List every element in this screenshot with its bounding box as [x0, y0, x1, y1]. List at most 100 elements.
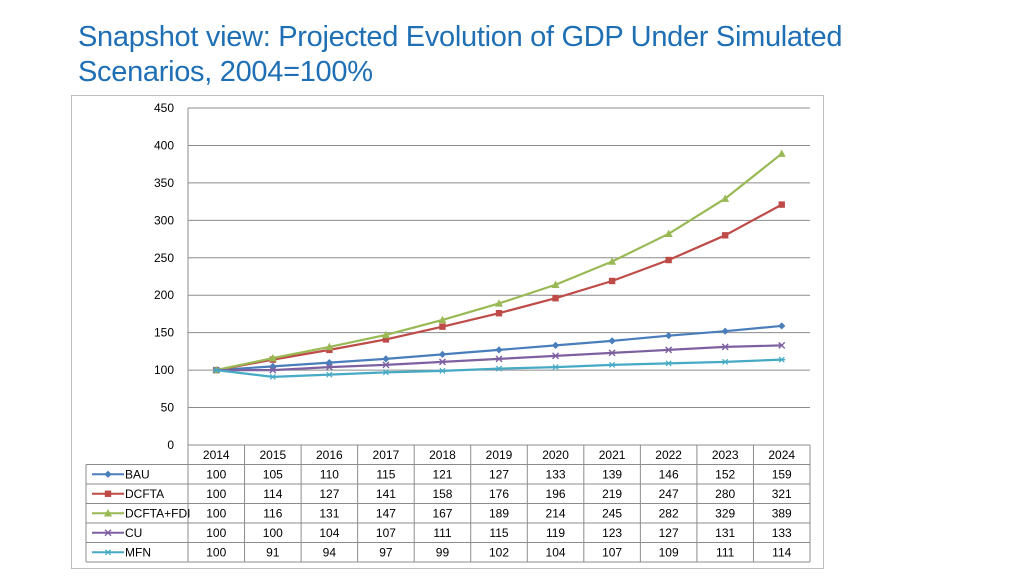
- legend-key-marker: [104, 549, 112, 556]
- chart-frame: 0 50 100 150 200 250 300 350 400 450 2014 2015 2016…: [71, 95, 824, 569]
- data-label: 123: [602, 526, 622, 540]
- data-label: 111: [433, 526, 452, 540]
- data-label: 127: [319, 487, 339, 501]
- data-point: [495, 309, 503, 317]
- data-point: [438, 315, 447, 324]
- data-point: [721, 194, 730, 202]
- data-point: [551, 280, 560, 288]
- series-bau: [212, 322, 786, 374]
- x-tick-label: 2020: [542, 448, 569, 462]
- data-label: 152: [715, 467, 735, 481]
- data-point: [269, 366, 277, 374]
- data-label: 139: [602, 467, 622, 481]
- data-label: 94: [323, 545, 337, 559]
- data-point: [721, 232, 729, 239]
- data-point: [212, 367, 220, 374]
- data-label: 282: [659, 506, 679, 520]
- data-point: [325, 342, 334, 351]
- legend-label: MFN: [125, 545, 151, 559]
- data-point: [382, 361, 390, 369]
- y-tick-label: 400: [154, 138, 174, 152]
- data-label: 133: [546, 467, 566, 481]
- data-point: [665, 332, 673, 340]
- x-tick-label: 2017: [373, 448, 400, 462]
- data-point: [552, 352, 560, 360]
- data-label: 111: [716, 545, 735, 559]
- data-label: 196: [546, 487, 566, 501]
- data-label: 189: [489, 506, 509, 520]
- x-tick-label: 2015: [259, 448, 286, 462]
- data-point: [495, 355, 503, 363]
- legend-key-marker: [104, 509, 112, 517]
- data-point: [551, 341, 560, 349]
- data-point: [382, 369, 390, 376]
- data-label: 99: [436, 545, 450, 559]
- data-point: [777, 149, 786, 157]
- data-label: 131: [319, 506, 339, 520]
- data-label: 389: [772, 506, 792, 520]
- legend-key-marker: [104, 490, 112, 497]
- gdp-line-chart: 0 50 100 150 200 250 300 350 400 450 2014 2015 2016…: [85, 101, 811, 563]
- data-label: 105: [263, 467, 283, 481]
- data-label: 133: [772, 526, 792, 540]
- data-point: [608, 337, 616, 345]
- x-tick-label: 2023: [712, 448, 739, 462]
- data-point: [608, 277, 616, 285]
- y-tick-label: 200: [154, 288, 174, 302]
- x-tick-label: 2018: [429, 448, 456, 462]
- data-label: 121: [432, 467, 452, 481]
- data-table: 2014 2015 2016 2017 2018 2019 2020 2021 2022 2023…: [85, 444, 811, 563]
- data-point: [438, 358, 446, 366]
- y-tick-label: 300: [154, 213, 174, 227]
- data-label: 280: [715, 487, 735, 501]
- data-point: [269, 362, 277, 370]
- y-axis: 0 50 100 150 200 250 300 350 400 450: [154, 101, 189, 452]
- data-point: [665, 346, 673, 354]
- data-point: [778, 341, 786, 349]
- data-point: [608, 361, 616, 368]
- data-point: [325, 359, 333, 367]
- y-tick-label: 100: [154, 363, 174, 377]
- series-line: [216, 203, 783, 372]
- y-tick-label: 450: [154, 101, 174, 115]
- data-label: 104: [319, 526, 339, 540]
- data-point: [664, 229, 673, 238]
- legend-label: DCFTA+FDI: [125, 506, 190, 520]
- data-label: 102: [489, 545, 509, 559]
- data-point: [552, 295, 559, 302]
- data-label: 109: [659, 545, 679, 559]
- data-label: 91: [266, 545, 280, 559]
- data-point: [438, 350, 447, 358]
- data-point: [665, 256, 672, 264]
- y-tick-label: 350: [154, 176, 174, 190]
- data-label: 116: [263, 506, 282, 520]
- data-point: [721, 343, 729, 351]
- data-point: [721, 327, 729, 335]
- data-label: 159: [772, 467, 792, 481]
- gridlines: [188, 107, 810, 446]
- x-tick-label: 2021: [599, 448, 626, 462]
- data-label: 158: [432, 487, 452, 501]
- data-point: [778, 201, 785, 208]
- data-point: [608, 349, 616, 357]
- data-label: 219: [602, 487, 622, 501]
- data-point: [778, 322, 786, 330]
- legend-key-marker: [104, 529, 112, 537]
- legend-label: BAU: [125, 467, 150, 481]
- data-point: [608, 257, 617, 265]
- data-label: 110: [320, 467, 339, 481]
- title-line-2: Scenarios, 2004=100%: [78, 56, 373, 88]
- data-point: [381, 330, 390, 339]
- data-label: 127: [659, 526, 679, 540]
- data-label: 176: [489, 487, 509, 501]
- data-point: [325, 371, 333, 378]
- data-label: 247: [659, 487, 679, 501]
- data-label: 114: [263, 487, 282, 501]
- data-label: 329: [715, 506, 735, 520]
- data-point: [438, 367, 446, 374]
- data-point: [495, 346, 503, 354]
- data-label: 100: [206, 487, 226, 501]
- y-tick-label: 150: [154, 326, 174, 340]
- x-tick-label: 2014: [203, 448, 230, 462]
- x-tick-label: 2024: [768, 448, 795, 462]
